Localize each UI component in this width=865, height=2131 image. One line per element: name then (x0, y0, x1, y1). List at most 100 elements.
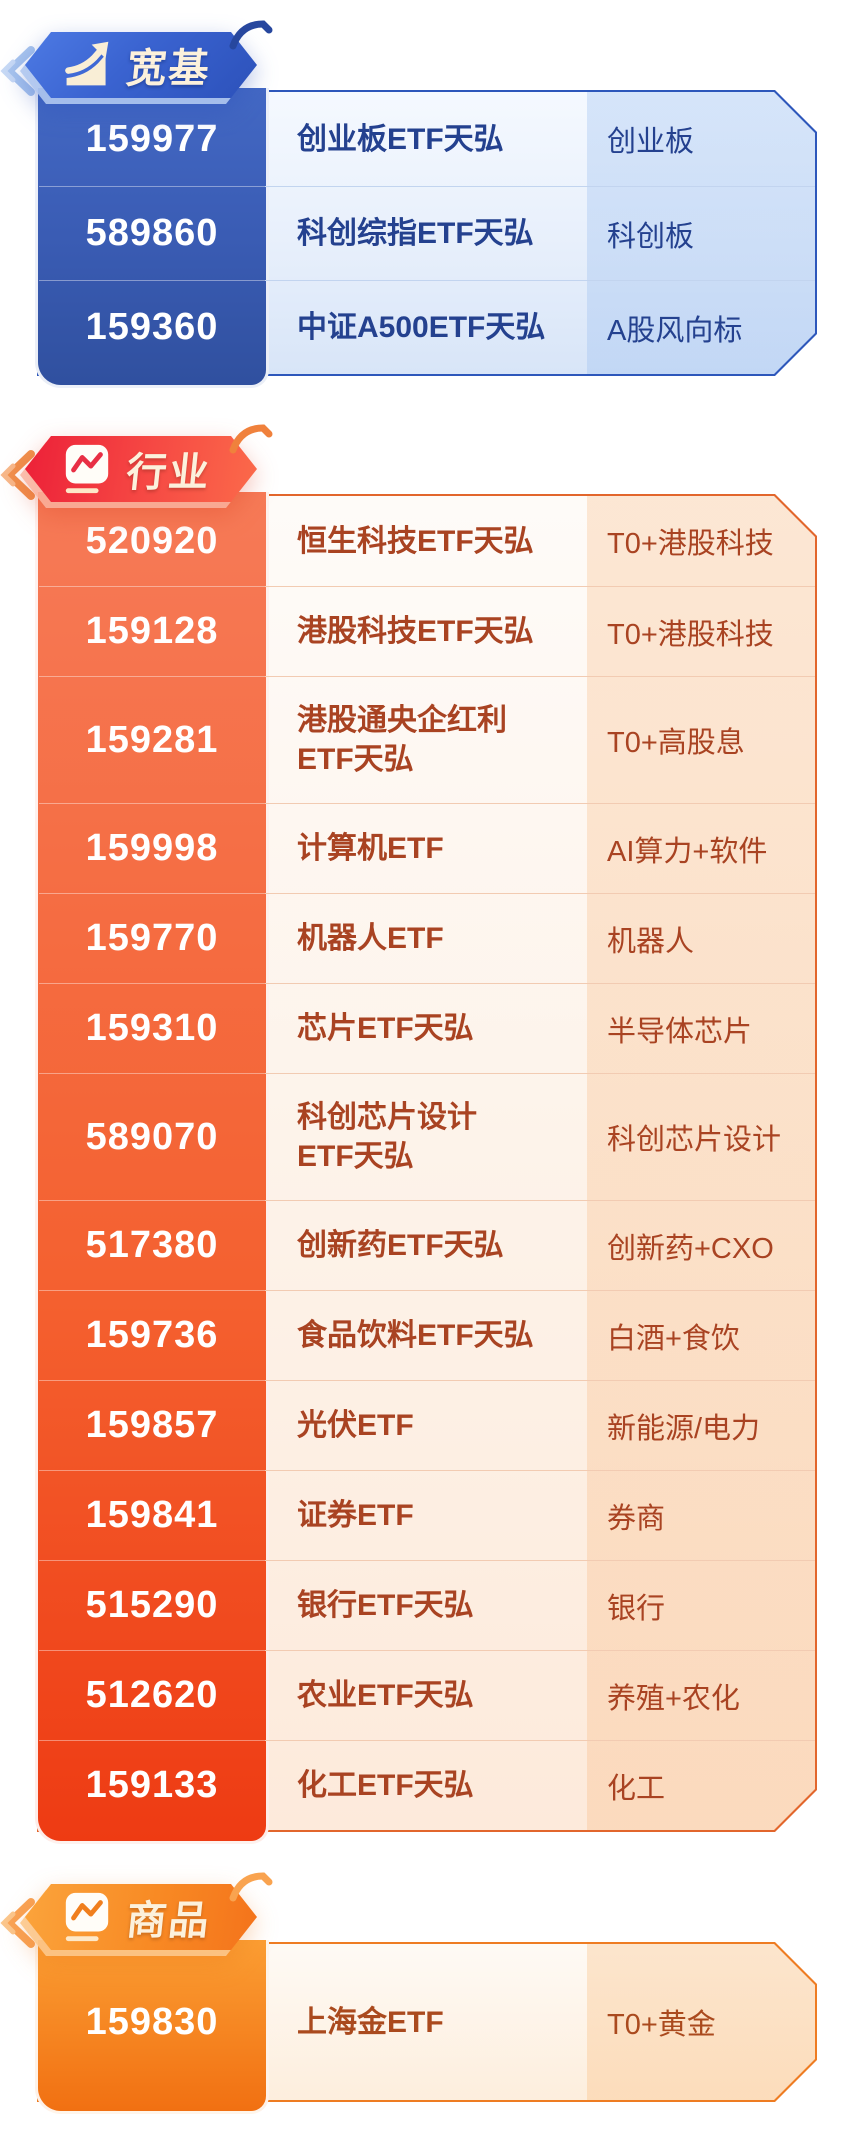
badge-wrap: 行业 (25, 436, 257, 502)
section-title: 行业 (124, 451, 213, 495)
etf-code: 159857 (39, 1380, 265, 1470)
etf-tag: 新能源/电力 (587, 1380, 815, 1470)
etf-code: 159360 (39, 280, 265, 374)
etf-name: 恒生科技ETF天弘 (297, 524, 534, 558)
etf-tag: 半导体芯片 (587, 983, 815, 1073)
code-column-strip (35, 492, 269, 1844)
etf-name: 港股科技ETF天弘 (265, 586, 587, 676)
etf-tag: 化工 (587, 1740, 815, 1830)
corner-arc-icon (229, 20, 273, 50)
broad-base-badge: 宽基 (25, 32, 257, 98)
etf-code: 159281 (39, 676, 265, 803)
table-rows: 159977 创业板ETF天弘 创业板 589860 科创综指ETF天弘 科创板… (37, 90, 817, 376)
etf-code: 159133 (39, 1740, 265, 1830)
etf-tag: 机器人 (587, 893, 815, 983)
code-column-strip (35, 1940, 269, 2114)
etf-tag: 科创芯片设计 (587, 1073, 815, 1200)
etf-name: 银行ETF天弘 (265, 1560, 587, 1650)
section-title: 宽基 (124, 47, 213, 91)
etf-code: 512620 (39, 1650, 265, 1740)
table-row: 159857 光伏ETF 新能源/电力 (39, 1380, 815, 1470)
etf-tag: A股风向标 (587, 280, 815, 374)
table-row: 159128 港股科技ETF天弘 T0+港股科技 (39, 586, 815, 676)
etf-tag: 创业板 (607, 126, 695, 158)
table-row: 159998 计算机ETF AI算力+软件 (39, 803, 815, 893)
trend-arrow-icon (61, 39, 113, 91)
table-row: 589860 科创综指ETF天弘 科创板 (39, 186, 815, 280)
corner-arc-icon (229, 424, 273, 454)
table-row: 159133 化工ETF天弘 化工 (39, 1740, 815, 1830)
table-row: 159841 证券ETF 券商 (39, 1470, 815, 1560)
table-row: 159977 创业板ETF天弘 创业板 (39, 92, 815, 186)
etf-code: 159998 (39, 803, 265, 893)
badge-wrap: 商品 (25, 1884, 257, 1950)
etf-code: 515290 (39, 1560, 265, 1650)
etf-code: 517380 (39, 1200, 265, 1290)
table-row: 159830 上海金ETF T0+黄金 (39, 1944, 815, 2100)
etf-name: 创新药ETF天弘 (265, 1200, 587, 1290)
section-broad-header: 宽基 (0, 20, 273, 102)
table-row: 589070 科创芯片设计 ETF天弘 科创芯片设计 (39, 1073, 815, 1200)
etf-tag: 券商 (587, 1470, 815, 1560)
etf-name: 证券ETF (265, 1470, 587, 1560)
table-row: 159281 港股通央企红利 ETF天弘 T0+高股息 (39, 676, 815, 803)
commodity-badge: 商品 (25, 1884, 257, 1950)
etf-code: 520920 (85, 519, 219, 562)
etf-name: 上海金ETF (297, 2005, 444, 2039)
etf-code: 159770 (39, 893, 265, 983)
etf-code: 159830 (85, 2000, 219, 2043)
etf-name: 光伏ETF (265, 1380, 587, 1470)
commodity-table: 159830 上海金ETF T0+黄金 (35, 1940, 817, 2114)
etf-code: 159841 (39, 1470, 265, 1560)
etf-name: 科创芯片设计 ETF天弘 (265, 1073, 587, 1200)
table-row: 159770 机器人ETF 机器人 (39, 893, 815, 983)
line-chart-icon (61, 1891, 113, 1943)
etf-tag: T0+高股息 (587, 676, 815, 803)
etf-name: 中证A500ETF天弘 (265, 280, 587, 374)
etf-name: 计算机ETF (265, 803, 587, 893)
badge-wrap: 宽基 (25, 32, 257, 98)
etf-code: 159977 (85, 117, 219, 160)
etf-name: 港股通央企红利 ETF天弘 (265, 676, 587, 803)
etf-name: 农业ETF天弘 (265, 1650, 587, 1740)
broad-base-table: 159977 创业板ETF天弘 创业板 589860 科创综指ETF天弘 科创板… (35, 88, 817, 388)
etf-tag: AI算力+软件 (587, 803, 815, 893)
etf-name: 芯片ETF天弘 (265, 983, 587, 1073)
section-industry-header: 行业 (0, 424, 273, 506)
table-row: 515290 银行ETF天弘 银行 (39, 1560, 815, 1650)
etf-tag: 科创板 (587, 186, 815, 280)
section-title: 商品 (124, 1899, 213, 1943)
section-commodity-header: 商品 (0, 1872, 273, 1954)
corner-arc-icon (229, 1872, 273, 1902)
etf-code: 159128 (39, 586, 265, 676)
section-industry: 行业 520920 恒生科技ETF天弘 T0+港股科技 159128 港股科技E… (0, 424, 817, 1844)
code-column-strip (35, 88, 269, 388)
section-broad-base: 宽基 159977 创业板ETF天弘 创业板 589860 科创综指ETF天弘 (0, 20, 817, 388)
section-commodity: 商品 159830 上海金ETF T0+黄金 (0, 1872, 817, 2114)
etf-tag: T0+黄金 (607, 2009, 716, 2041)
etf-tag: 创新药+CXO (587, 1200, 815, 1290)
industry-badge: 行业 (25, 436, 257, 502)
etf-tag: 养殖+农化 (587, 1650, 815, 1740)
double-chevron-left-icon (0, 1898, 35, 1948)
double-chevron-left-icon (0, 46, 35, 96)
etf-name: 机器人ETF (265, 893, 587, 983)
etf-tag: T0+港股科技 (607, 528, 774, 560)
table-row: 159360 中证A500ETF天弘 A股风向标 (39, 280, 815, 374)
etf-name: 科创综指ETF天弘 (265, 186, 587, 280)
table-rows: 159830 上海金ETF T0+黄金 (37, 1942, 817, 2102)
etf-tag: 银行 (587, 1560, 815, 1650)
table-rows: 520920 恒生科技ETF天弘 T0+港股科技 159128 港股科技ETF天… (37, 494, 817, 1832)
industry-table: 520920 恒生科技ETF天弘 T0+港股科技 159128 港股科技ETF天… (35, 492, 817, 1844)
etf-name: 化工ETF天弘 (265, 1740, 587, 1830)
etf-tag: T0+港股科技 (587, 586, 815, 676)
etf-name: 创业板ETF天弘 (297, 122, 504, 156)
table-row: 517380 创新药ETF天弘 创新药+CXO (39, 1200, 815, 1290)
etf-code: 159736 (39, 1290, 265, 1380)
table-row: 512620 农业ETF天弘 养殖+农化 (39, 1650, 815, 1740)
table-row: 159736 食品饮料ETF天弘 白酒+食饮 (39, 1290, 815, 1380)
table-row: 520920 恒生科技ETF天弘 T0+港股科技 (39, 496, 815, 586)
etf-name: 食品饮料ETF天弘 (265, 1290, 587, 1380)
line-chart-icon (61, 443, 113, 495)
